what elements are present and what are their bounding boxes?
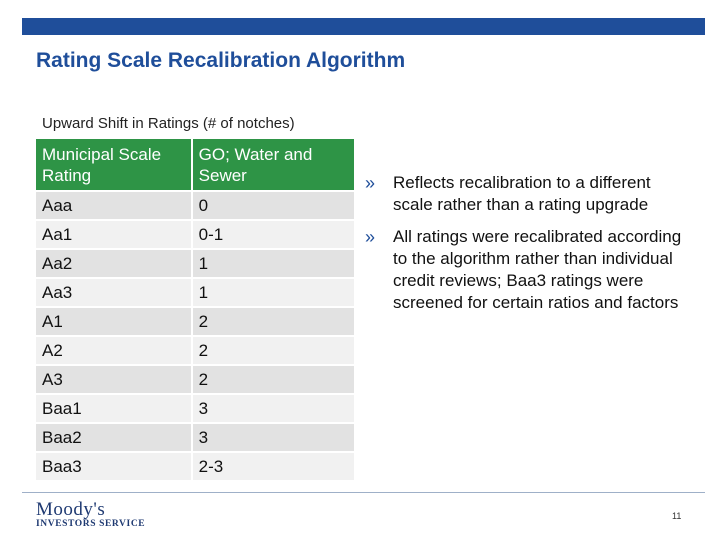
table-row: Baa1 3 bbox=[36, 395, 354, 424]
ratings-table: Municipal Scale Rating GO; Water and Sew… bbox=[36, 139, 354, 482]
chevron-bullet-icon: » bbox=[365, 227, 376, 247]
shift-cell: 3 bbox=[192, 424, 354, 453]
shift-cell: 0-1 bbox=[192, 221, 354, 250]
rating-cell: Aa2 bbox=[36, 250, 193, 279]
rating-cell: Baa2 bbox=[36, 424, 193, 453]
logo-wordmark: Moody's bbox=[36, 499, 106, 520]
shift-cell: 1 bbox=[192, 279, 354, 308]
table-row: A3 2 bbox=[36, 366, 354, 395]
table-row: Baa3 2-3 bbox=[36, 453, 354, 482]
shift-cell: 2-3 bbox=[192, 453, 354, 482]
table-row: Aaa 0 bbox=[36, 192, 354, 221]
shift-cell: 0 bbox=[192, 192, 354, 221]
rating-cell: A1 bbox=[36, 308, 193, 337]
shift-cell: 2 bbox=[192, 366, 354, 395]
bullet-item: » Reflects recalibration to a different … bbox=[365, 172, 695, 216]
bullet-list: » Reflects recalibration to a different … bbox=[365, 172, 695, 324]
footer-divider bbox=[22, 492, 705, 493]
top-accent-bar bbox=[22, 18, 705, 35]
shift-cell: 2 bbox=[192, 337, 354, 366]
moodys-logo: Moody's INVESTORS SERVICE bbox=[36, 500, 145, 530]
rating-cell: A2 bbox=[36, 337, 193, 366]
shift-cell: 3 bbox=[192, 395, 354, 424]
shift-cell: 1 bbox=[192, 250, 354, 279]
rating-cell: Aa3 bbox=[36, 279, 193, 308]
bullet-text: Reflects recalibration to a different sc… bbox=[393, 173, 651, 214]
table-row: Baa2 3 bbox=[36, 424, 354, 453]
header-municipal-scale-rating: Municipal Scale Rating bbox=[36, 139, 193, 192]
table-row: A1 2 bbox=[36, 308, 354, 337]
table-header-row: Municipal Scale Rating GO; Water and Sew… bbox=[36, 139, 354, 192]
bullet-item: » All ratings were recalibrated accordin… bbox=[365, 226, 695, 314]
logo-subtitle: INVESTORS SERVICE bbox=[36, 519, 146, 529]
table-row: Aa1 0-1 bbox=[36, 221, 354, 250]
rating-cell: Baa3 bbox=[36, 453, 193, 482]
rating-cell: Aa1 bbox=[36, 221, 193, 250]
rating-cell: Aaa bbox=[36, 192, 193, 221]
chevron-bullet-icon: » bbox=[365, 173, 376, 193]
header-go-water-sewer: GO; Water and Sewer bbox=[192, 139, 354, 192]
table-row: Aa2 1 bbox=[36, 250, 354, 279]
page-number: 11 bbox=[672, 511, 682, 521]
shift-cell: 2 bbox=[192, 308, 354, 337]
rating-cell: Baa1 bbox=[36, 395, 193, 424]
bullet-text: All ratings were recalibrated according … bbox=[393, 227, 682, 312]
slide-title: Rating Scale Recalibration Algorithm bbox=[36, 49, 406, 72]
table-row: Aa3 1 bbox=[36, 279, 354, 308]
table-caption: Upward Shift in Ratings (# of notches) bbox=[42, 115, 295, 132]
rating-cell: A3 bbox=[36, 366, 193, 395]
table-row: A2 2 bbox=[36, 337, 354, 366]
